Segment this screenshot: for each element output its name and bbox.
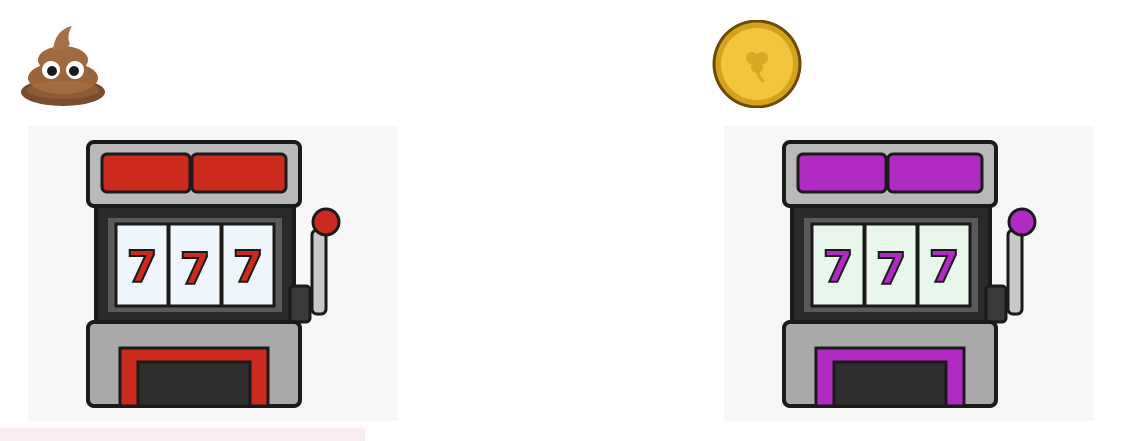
reel-left-1: 7	[127, 242, 158, 293]
reel-right-3: 7	[929, 242, 960, 293]
slot-machine-left-panel[interactable]: 7 7 7	[28, 126, 398, 421]
slot-machine-right-icon: 7 7 7	[782, 140, 1037, 408]
bottom-strip	[0, 428, 365, 441]
slot-machine-left-icon: 7 7 7	[86, 140, 341, 408]
reel-right-2: 7	[876, 244, 907, 295]
reel-right-1: 7	[823, 242, 854, 293]
reel-left-3: 7	[233, 242, 264, 293]
poop-emoji-icon	[20, 22, 106, 106]
gold-coin-clover-icon	[712, 19, 802, 109]
reel-left-2: 7	[180, 244, 211, 295]
slot-machine-right-panel[interactable]: 7 7 7	[724, 126, 1094, 421]
